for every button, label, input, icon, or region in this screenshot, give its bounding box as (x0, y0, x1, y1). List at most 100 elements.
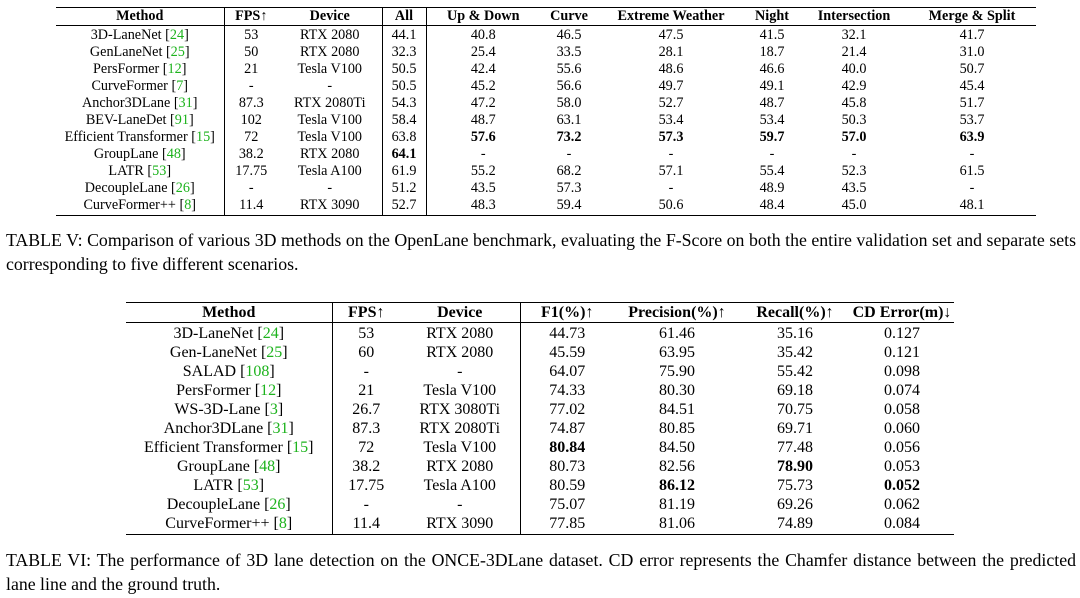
method-name: 3D-LaneNet (173, 325, 254, 342)
cd-cell: 0.060 (884, 420, 920, 437)
table-row: 3D-LaneNet [24] 53 RTX 2080 44.73 61.46 35.16… (126, 322, 954, 343)
citation-link[interactable]: 48 (259, 458, 276, 475)
header-device: Device (400, 302, 521, 323)
citation-link[interactable]: 25 (266, 344, 283, 361)
merge-cell: - (969, 146, 975, 162)
fps-cell: 72 (358, 439, 375, 456)
fps-cell: 72 (244, 129, 259, 145)
citation-link[interactable]: 24 (262, 325, 279, 342)
night-cell: 48.4 (759, 197, 785, 213)
device-cell: Tesla V100 (400, 438, 521, 457)
citation-link[interactable]: 31 (178, 95, 193, 111)
citation-link[interactable]: 12 (167, 61, 182, 77)
intersection-cell: 52.3 (841, 163, 867, 179)
citation-link[interactable]: 25 (170, 44, 185, 60)
citation-link[interactable]: 12 (260, 382, 277, 399)
device-cell: RTX 2080Ti (278, 95, 383, 112)
fps-cell: 53 (358, 325, 375, 342)
fps-cell: 21 (244, 61, 259, 77)
header-method: Method (126, 302, 333, 323)
updown-cell: 47.2 (470, 95, 496, 111)
precision-cell: 61.46 (659, 325, 695, 342)
citation-link[interactable]: 31 (272, 420, 289, 437)
fps-cell: - (248, 180, 254, 196)
table-row: CurveFormer [7] - -50.5 45.2 56.6 49.7 49.1 42.… (56, 78, 1036, 95)
citation-link[interactable]: 8 (278, 515, 287, 532)
method-name: BEV-LaneDet (85, 112, 167, 128)
method-cell: Efficient Transformer [15] (56, 129, 225, 146)
citation-link[interactable]: 26 (269, 496, 286, 513)
recall-cell: 70.75 (777, 401, 813, 418)
f1-cell: 77.85 (549, 515, 586, 532)
device-cell: Tesla V100 (278, 61, 383, 78)
fps-cell: 87.3 (352, 420, 381, 437)
table-row: Anchor3DLane [31] 87.3 RTX 2080Ti 74.87 80.8… (126, 419, 954, 438)
method-cell: DecoupleLane [26] (56, 180, 225, 197)
recall-cell: 69.71 (777, 420, 813, 437)
citation-link[interactable]: 91 (174, 112, 189, 128)
method-name: GroupLane (176, 458, 250, 475)
f1-cell: 45.59 (549, 344, 586, 361)
citation-link[interactable]: 15 (292, 439, 309, 456)
recall-cell: 75.73 (777, 477, 813, 494)
method-cell: Anchor3DLane [31] (56, 95, 225, 112)
intersection-cell: 45.0 (841, 197, 867, 213)
night-cell: 59.7 (759, 129, 785, 145)
updown-cell: 48.3 (470, 197, 496, 213)
f1-cell: 44.73 (549, 325, 586, 342)
recall-cell: 35.42 (777, 344, 813, 361)
citation-link[interactable]: 15 (195, 129, 211, 145)
fps-cell: 60 (358, 344, 375, 361)
citation-link[interactable]: 7 (176, 78, 184, 94)
citation-link[interactable]: 53 (242, 477, 259, 494)
device-cell: Tesla V100 (278, 129, 383, 146)
citation-link[interactable]: 3 (269, 401, 278, 418)
citation-link[interactable]: 8 (184, 197, 192, 213)
method-cell: Efficient Transformer [15] (126, 438, 333, 457)
method-cell: WS-3D-Lane [3] (126, 400, 333, 419)
method-name: WS-3D-Lane (174, 401, 261, 418)
night-cell: - (769, 146, 775, 162)
table-row: GroupLane [48] 38.2 RTX 2080 80.73 82.56 78.9… (126, 457, 954, 476)
intersection-cell: 40.0 (841, 61, 867, 77)
f1-cell: 80.73 (549, 458, 586, 475)
cd-cell: 0.056 (884, 439, 920, 456)
night-cell: 53.4 (759, 112, 785, 128)
device-cell: RTX 3080Ti (400, 400, 521, 419)
method-cell: CurveFormer [7] (56, 78, 225, 95)
cd-cell: 0.084 (884, 515, 920, 532)
weather-cell: - (668, 180, 674, 196)
citation-link[interactable]: 108 (245, 363, 270, 380)
all-cell: 58.4 (382, 112, 427, 129)
weather-cell: 47.5 (658, 27, 684, 43)
device-cell: RTX 2080 (278, 146, 383, 163)
curve-cell: - (566, 146, 572, 162)
method-name: CurveFormer++ (83, 197, 176, 213)
curve-cell: 68.2 (556, 163, 582, 179)
all-cell: 63.8 (382, 129, 427, 146)
method-cell: GenLaneNet [25] (56, 44, 225, 61)
f1-cell: 80.84 (549, 439, 586, 456)
all-cell: 52.7 (382, 197, 427, 216)
table-row: BEV-LaneDet [91] 102 Tesla V100 58.4 48.7 63.… (56, 112, 1036, 129)
weather-cell: 53.4 (658, 112, 684, 128)
recall-cell: 74.89 (777, 515, 813, 532)
method-name: CurveFormer++ (165, 515, 270, 532)
device-cell: RTX 2080 (400, 343, 521, 362)
citation-link[interactable]: 24 (169, 27, 185, 43)
table-row: 3D-LaneNet [24] 53 RTX 2080 44.1 40.8 46.5 47.… (56, 25, 1036, 44)
method-name: DecoupleLane (84, 180, 168, 196)
citation-link[interactable]: 53 (152, 163, 167, 179)
table-vi-caption: TABLE VI: The performance of 3D lane det… (6, 550, 1076, 594)
fps-cell: - (248, 78, 254, 94)
citation-link[interactable]: 26 (175, 180, 190, 196)
table-row: Gen-LaneNet [25] 60 RTX 2080 45.59 63.95 35.4… (126, 343, 954, 362)
f1-cell: 75.07 (549, 496, 586, 513)
all-cell: 50.5 (382, 61, 427, 78)
fps-cell: 53 (244, 27, 259, 43)
header-extreme-weather: Extreme Weather (598, 7, 744, 26)
header-recall: Recall(%)↑ (740, 302, 850, 323)
citation-link[interactable]: 48 (166, 146, 181, 162)
method-cell: SALAD [108] (126, 362, 333, 381)
intersection-cell: 21.4 (841, 44, 867, 60)
